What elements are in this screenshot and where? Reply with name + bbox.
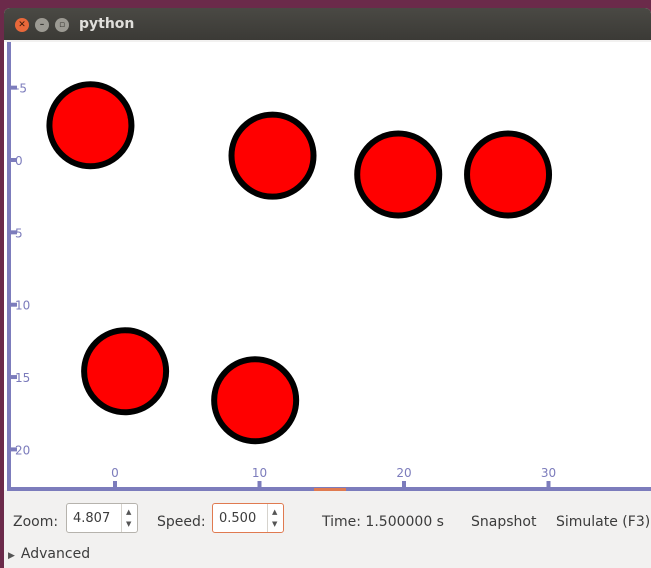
zoom-spinbox[interactable]: ▲ ▼	[66, 503, 138, 533]
x-tick-label: 20	[396, 466, 411, 480]
zoom-stepper[interactable]: ▲ ▼	[121, 504, 137, 532]
x-axis-tick	[113, 481, 117, 489]
speed-spinbox[interactable]: ▲ ▼	[212, 503, 284, 533]
y-axis-tick	[9, 447, 17, 452]
speed-stepper[interactable]: ▲ ▼	[267, 504, 283, 532]
simulation-canvas[interactable]: 0 10 20 30 -5 0 5 10 15 20	[4, 42, 651, 491]
speed-label: Speed:	[157, 514, 206, 530]
zoom-increment-icon[interactable]: ▲	[126, 508, 132, 516]
zoom-input[interactable]	[71, 510, 125, 527]
simulation-plot: 0 10 20 30 -5 0 5 10 15 20	[9, 81, 556, 489]
y-axis-tick	[9, 85, 17, 90]
particle-circle	[46, 81, 135, 170]
time-readout: Time: 1.500000 s	[322, 514, 444, 530]
y-tick-label: 15	[15, 371, 30, 385]
x-axis-tick	[546, 481, 551, 489]
particle-circle	[228, 111, 317, 200]
expander-arrow-icon: ▶	[8, 551, 15, 561]
app-window: ✕ – ▫ python 0 10 20 30 -5 0 5 10 15 20 Zoom: ▲ ▼…	[4, 8, 651, 568]
speed-input[interactable]	[217, 510, 271, 527]
y-axis-tick	[9, 375, 17, 380]
control-bar: Zoom: ▲ ▼ Speed: ▲ ▼ Time: 1.500000 s Sn…	[4, 494, 651, 568]
particle-circle	[354, 130, 443, 219]
title-bar: ✕ – ▫ python	[4, 8, 651, 40]
y-axis-tick	[9, 230, 17, 235]
y-axis-ruler	[7, 42, 11, 490]
speed-increment-icon[interactable]: ▲	[272, 508, 278, 516]
particle-circle	[211, 356, 300, 445]
x-axis-tick	[402, 481, 406, 489]
y-tick-label: 20	[15, 443, 30, 457]
y-tick-label: 5	[15, 226, 23, 240]
speed-decrement-icon[interactable]: ▼	[272, 520, 278, 528]
x-tick-label: 30	[541, 466, 556, 480]
snapshot-button[interactable]: Snapshot	[471, 514, 537, 530]
y-axis-tick	[9, 302, 17, 307]
particle-circle	[81, 327, 170, 416]
advanced-expander[interactable]: ▶ Advanced	[8, 546, 90, 562]
maximize-window-button[interactable]: ▫	[55, 18, 69, 32]
y-tick-label: 10	[15, 299, 30, 313]
minimize-window-button[interactable]: –	[35, 18, 49, 32]
simulate-button[interactable]: Simulate (F3)	[556, 514, 651, 530]
y-tick-label: 0	[15, 154, 23, 168]
x-tick-label: 0	[111, 466, 119, 480]
y-axis-tick	[9, 158, 17, 162]
zoom-decrement-icon[interactable]: ▼	[126, 520, 132, 528]
advanced-label: Advanced	[20, 546, 91, 562]
x-tick-label: 10	[252, 466, 267, 480]
zoom-label: Zoom:	[13, 514, 59, 530]
y-tick-label: -5	[15, 82, 27, 96]
window-title: python	[79, 16, 135, 32]
x-axis-tick	[257, 481, 262, 489]
horizontal-scroll-indicator[interactable]	[314, 488, 346, 491]
close-window-button[interactable]: ✕	[15, 18, 29, 32]
particle-circle	[464, 130, 553, 219]
